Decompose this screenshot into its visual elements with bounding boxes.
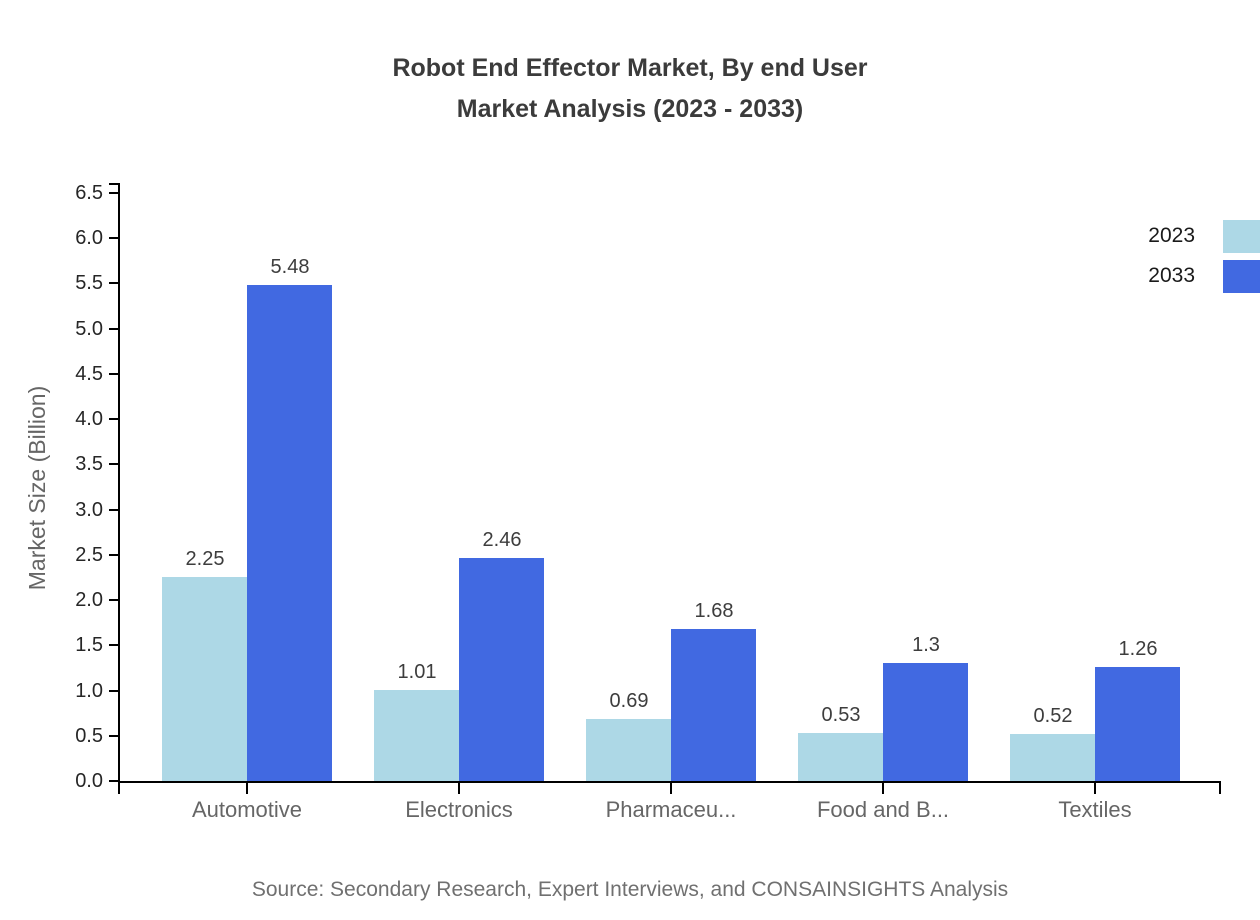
y-tick-label: 5.0 (75, 318, 103, 340)
x-axis-cap-tick-right (1219, 783, 1221, 794)
y-tick (109, 373, 118, 375)
y-tick (109, 237, 118, 239)
y-tick-label: 6.5 (75, 182, 103, 204)
x-axis-line (118, 781, 1221, 783)
y-tick (109, 644, 118, 646)
y-tick-label: 2.5 (75, 544, 103, 566)
y-tick (109, 554, 118, 556)
legend-label: 2033 (1148, 264, 1195, 287)
y-tick (109, 599, 118, 601)
bar-2033 (883, 663, 968, 781)
legend-swatch-2033 (1223, 260, 1260, 293)
y-tick-label: 4.0 (75, 408, 103, 430)
bar-value-label: 1.68 (694, 600, 734, 622)
y-tick-label: 5.5 (75, 272, 103, 294)
bar-2023 (162, 577, 247, 781)
legend-item-2033[interactable]: 2033 (1040, 260, 1260, 293)
y-tick-label: 1.5 (75, 634, 103, 656)
y-tick (109, 328, 118, 330)
y-tick (109, 690, 118, 692)
x-tick (458, 783, 460, 794)
y-tick-label: 0.5 (75, 725, 103, 747)
x-tick (246, 783, 248, 794)
legend-item-2023[interactable]: 2023 (1040, 220, 1260, 253)
bar-2033 (1095, 667, 1180, 781)
x-axis-cap-tick-left (118, 783, 120, 794)
x-tick (882, 783, 884, 794)
y-tick (109, 780, 118, 782)
chart-title: Robot End Effector Market, By end User M… (0, 48, 1260, 130)
bar-value-label: 2.25 (185, 548, 225, 570)
bar-2033 (671, 629, 756, 781)
y-tick-label: 2.0 (75, 589, 103, 611)
y-tick-label: 1.0 (75, 680, 103, 702)
bar-2023 (374, 690, 459, 781)
y-tick (109, 192, 118, 194)
bar-value-label: 1.01 (397, 661, 437, 683)
y-tick-label: 3.5 (75, 453, 103, 475)
y-tick-label: 6.0 (75, 227, 103, 249)
x-tick (670, 783, 672, 794)
bar-value-label: 1.26 (1118, 638, 1158, 660)
x-category-label: Textiles (1058, 797, 1132, 822)
y-axis-line (118, 183, 120, 783)
bar-value-label: 2.46 (482, 529, 522, 551)
y-tick-label: 4.5 (75, 363, 103, 385)
y-tick (109, 509, 118, 511)
bar-value-label: 5.48 (270, 256, 310, 278)
x-tick (1094, 783, 1096, 794)
bar-value-label: 0.53 (821, 704, 861, 726)
bar-value-label: 1.3 (912, 634, 940, 656)
bar-value-label: 0.69 (609, 690, 649, 712)
bar-value-label: 0.52 (1033, 705, 1073, 727)
y-tick (109, 282, 118, 284)
bar-2033 (459, 558, 544, 781)
x-category-label: Electronics (405, 797, 513, 822)
legend-swatch-2023 (1223, 220, 1260, 253)
y-tick (109, 463, 118, 465)
x-category-label: Pharmaceu... (605, 797, 737, 822)
legend-label: 2023 (1148, 224, 1195, 247)
y-tick-label: 0.0 (75, 770, 103, 792)
y-axis-cap-tick (109, 183, 118, 185)
y-tick (109, 735, 118, 737)
bar-2033 (247, 285, 332, 781)
x-category-label: Automotive (191, 797, 303, 822)
y-tick-label: 3.0 (75, 499, 103, 521)
x-category-label: Food and B... (816, 797, 950, 822)
chart-title-line-2: Market Analysis (2023 - 2033) (456, 95, 804, 123)
source-note: Source: Secondary Research, Expert Inter… (251, 878, 1009, 901)
bar-2023 (798, 733, 883, 781)
chart-title-line-1: Robot End Effector Market, By end User (392, 54, 868, 82)
bar-2023 (1010, 734, 1095, 781)
y-tick (109, 418, 118, 420)
bar-2023 (586, 719, 671, 781)
